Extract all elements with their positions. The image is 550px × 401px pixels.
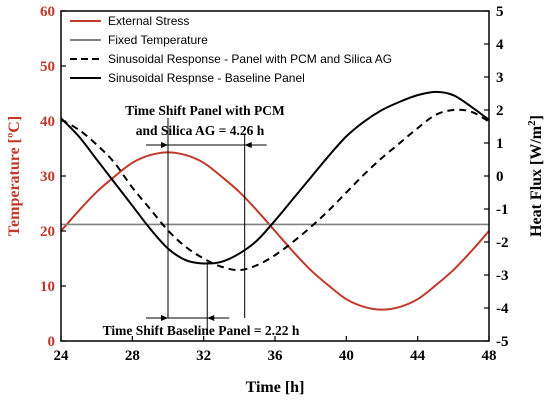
y-right-tick-label--1: -1: [496, 202, 509, 218]
annotation-baseline-arrow: [146, 315, 230, 321]
annotation-pcm-arrow: [146, 142, 267, 148]
y-right-tick-label-5: 5: [496, 4, 504, 20]
x-tick-label-40: 40: [339, 348, 354, 364]
y-right-tick-label--3: -3: [496, 268, 509, 284]
y-right-tick-label-4: 4: [496, 37, 504, 53]
annotation-pcm-arrow-head-right: [244, 142, 252, 148]
y-axis-left-title: Temperature [ºC]: [6, 116, 23, 236]
legend-label-pcm-response: Sinusoidal Response - Panel with PCM and…: [108, 52, 392, 66]
x-axis-title: Time [h]: [246, 379, 305, 396]
y-left-tick-label-20: 20: [40, 224, 55, 240]
x-tick-label-28: 28: [125, 348, 140, 364]
legend-label-fixed-temperature: Fixed Temperature: [108, 33, 208, 47]
y-right-tick-label-2: 2: [496, 103, 504, 119]
series-line-sinusoidal-response-panel-with-pcm-and-silica-ag: [60, 108, 490, 272]
series-line-external-stress: [60, 151, 490, 311]
y-axis-right-title: Heat Flux [W/m2]: [526, 115, 545, 237]
y-left-tick-label-10: 10: [40, 279, 55, 295]
y-right-tick-label--4: -4: [496, 301, 509, 317]
y-left-tick-label-50: 50: [40, 59, 55, 75]
annotation-pcm-line1: Time Shift Panel with PCM: [125, 103, 285, 118]
legend-label-external-stress: External Stress: [108, 14, 189, 28]
y-right-tick-label-1: 1: [496, 136, 504, 152]
y-axis-right-title-sup: 2: [526, 120, 538, 126]
x-tick-label-44: 44: [410, 348, 426, 364]
annotation-baseline: Time Shift Baseline Panel = 2.22 h: [103, 323, 300, 338]
y-left-tick-label-40: 40: [40, 114, 55, 130]
y-right-tick-label--2: -2: [496, 235, 509, 251]
y-right-tick-label-0: 0: [496, 169, 504, 185]
x-tick-label-24: 24: [54, 348, 70, 364]
annotation-baseline-arrow-head-left: [161, 315, 168, 321]
x-tick-label-36: 36: [268, 348, 284, 364]
y-left-tick-label-0: 0: [48, 334, 56, 350]
y-left-tick-label-60: 60: [40, 4, 55, 20]
annotation-pcm-line2: and Silica AG = 4.26 h: [136, 123, 265, 138]
annotation-pcm-arrow-head-left: [161, 142, 168, 148]
series-line-sinusoidal-respnse-baseline-panel: [60, 90, 490, 265]
y-axis-right-title-tail: ]: [528, 115, 545, 120]
x-tick-label-48: 48: [482, 348, 497, 364]
x-tick-label-32: 32: [196, 348, 211, 364]
annotation-baseline-arrow-head-right: [207, 315, 215, 321]
y-axis-right-title-main: Heat Flux [W/m: [528, 125, 545, 237]
y-right-tick-label--5: -5: [496, 334, 509, 350]
legend: External Stress Fixed Temperature Sinuso…: [70, 14, 392, 85]
y-right-tick-label-3: 3: [496, 70, 504, 86]
legend-label-baseline-response: Sinusoidal Respnse - Baseline Panel: [108, 71, 305, 85]
y-left-tick-label-30: 30: [40, 169, 55, 185]
